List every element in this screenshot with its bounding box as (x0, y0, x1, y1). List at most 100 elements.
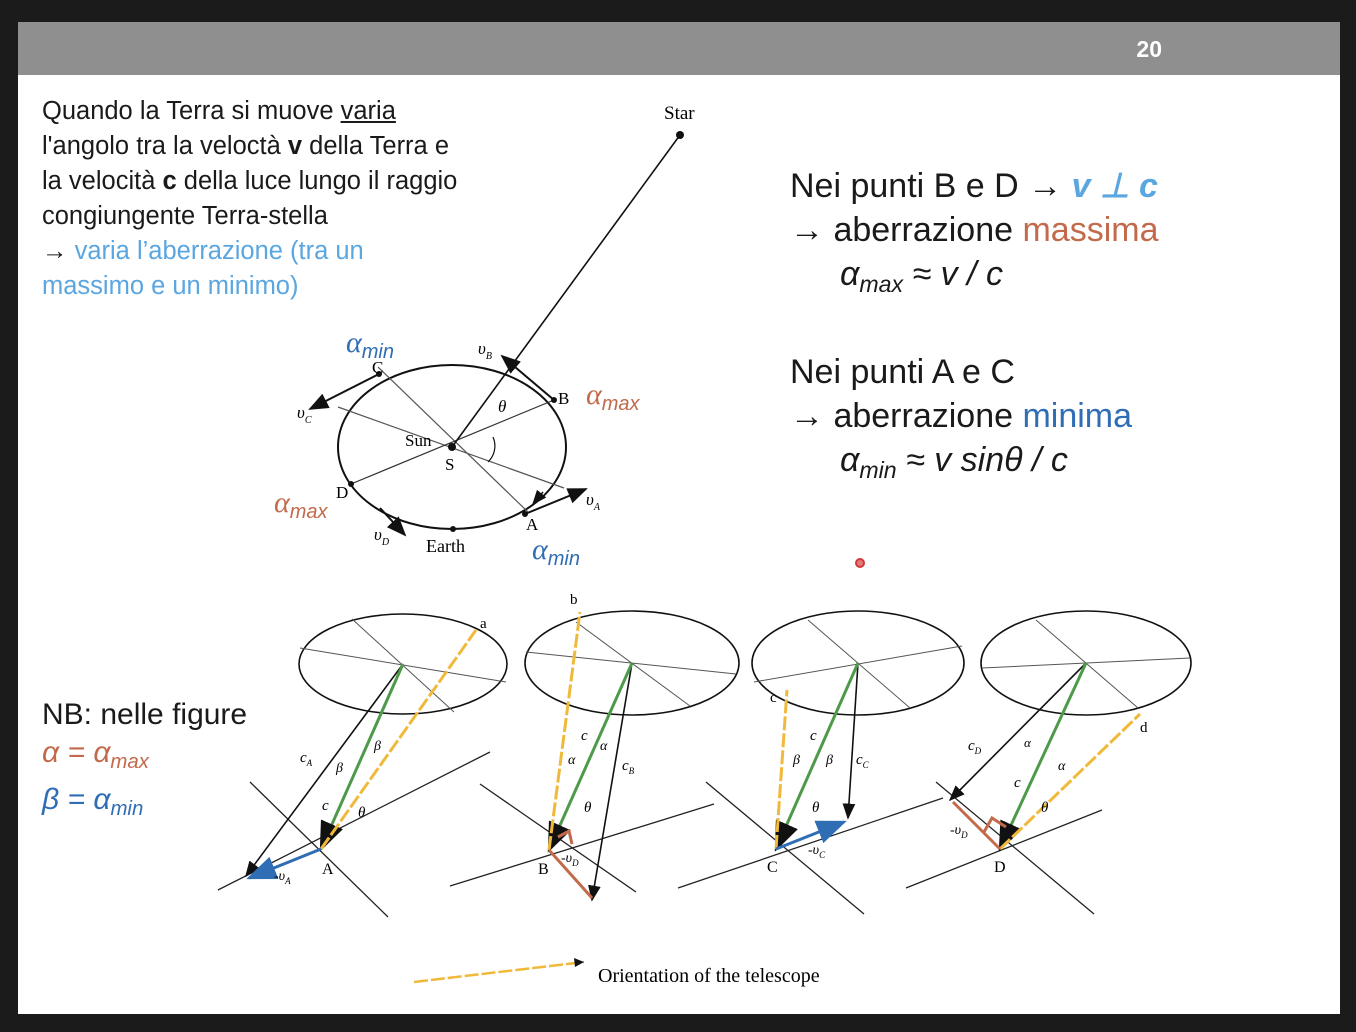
alpha-max-b-label: αmax (586, 378, 641, 415)
b-label: B (558, 389, 569, 408)
va-label: υA (586, 490, 601, 513)
vb-arrow (500, 354, 555, 401)
panel-d-c: c (1014, 775, 1021, 791)
intro-line2c: della Terra e (302, 132, 449, 160)
nb-line3-a: β = (42, 783, 94, 817)
panel-b-v: -υD (561, 851, 579, 868)
orbit-dir-arrow (532, 489, 547, 506)
nb-line3: β = αmin (42, 781, 302, 828)
intro-line2a: l'angolo tra la veloctà (42, 132, 288, 160)
legend-line (413, 960, 585, 984)
panel-d-alpha2: α (1058, 759, 1066, 774)
bd2-line-b: massima (1022, 211, 1159, 249)
panel-a-ca: cA (300, 750, 313, 768)
panel-b-cb: cB (622, 758, 635, 776)
sun-dot (448, 443, 456, 451)
panel-c-beta1: β (792, 753, 800, 768)
orbit-diameter-bd (350, 399, 555, 485)
panel-b: B b c α α cB θ -υD (449, 592, 740, 902)
bd-line-b: v ⊥ c (1071, 167, 1158, 205)
panel-d-alpha1: α (1024, 735, 1032, 750)
page-number: 20 (1136, 36, 1162, 62)
orbit-axis-2 (377, 366, 529, 513)
nb-line1: NB: nelle figure (42, 698, 248, 731)
formula-alpha-max: αmax ≈ v / c (840, 252, 1310, 306)
point-d-dot (348, 481, 354, 487)
panel-c-top: c (770, 690, 777, 706)
panel-b-alpha2: α (600, 739, 608, 754)
earth-label: Earth (426, 536, 465, 556)
intro-line1a: Quando la Terra si muove (42, 97, 341, 125)
intro-line2b: v (287, 132, 303, 160)
c-label: C (372, 358, 383, 377)
intro-line5a: → (42, 237, 75, 265)
panel-d-label: D (994, 859, 1006, 876)
intro-line4: congiungente Terra-stella (42, 202, 328, 230)
d-label: D (336, 483, 348, 502)
panel-b-theta: θ (584, 800, 592, 816)
intro-line1b: varia (340, 97, 396, 125)
panel-a-theta: θ (358, 805, 366, 821)
ac-line-a: Nei punti A e C (790, 352, 1015, 391)
nb-line2-sym: α (93, 736, 111, 769)
panel-d-top: d (1140, 720, 1148, 736)
alpha-min-a-label: αmin (532, 533, 580, 570)
panel-c-cc: cC (856, 752, 870, 770)
panel-b-top: b (570, 592, 578, 608)
panel-a-top: a (480, 616, 487, 632)
formula1-rest: ≈ v / c (903, 255, 1003, 293)
vd-label: υD (374, 525, 390, 548)
pointer-dot (855, 558, 865, 568)
panel-c-beta2: β (825, 753, 833, 768)
intro-line3b: c (162, 167, 177, 195)
panel-a-beta1: β (335, 761, 343, 776)
s-label: S (445, 455, 454, 474)
nb-text: NB: nelle figure α = αmax β = αmin (42, 696, 302, 828)
formula2-sub: min (859, 456, 897, 483)
formula-alpha-min: αmin ≈ v sinθ / c (840, 438, 1310, 492)
legend-telescope-label: Orientation of the telescope (598, 965, 820, 987)
panel-c-c: c (810, 728, 817, 744)
intro-line3a: la velocità (42, 167, 163, 195)
panel-a-v: -υA (274, 869, 291, 886)
alpha-max-d-label: αmax (274, 486, 329, 523)
intro-text: Quando la Terra si muove varia l'angolo … (42, 94, 562, 304)
theta-arc (487, 436, 496, 463)
ac2-line-b: minima (1022, 396, 1133, 435)
header-bar: 20 (18, 22, 1340, 75)
panel-d: D d cD c α α θ -υD (905, 610, 1192, 915)
vb-label: υB (478, 339, 492, 362)
panel-d-v: -υD (950, 823, 968, 840)
nb-line3-sym: α (93, 783, 111, 817)
panel-d-theta: θ (1041, 800, 1049, 816)
panel-a: A a cA c β β θ -υA (217, 613, 508, 918)
panel-b-alpha1: α (568, 753, 576, 768)
panel-b-c: c (581, 728, 588, 744)
formula2-symbol: α (840, 440, 860, 479)
sun-label: Sun (405, 431, 432, 450)
ac2-line-a: → aberrazione (790, 396, 1023, 435)
bd2-line-a: → aberrazione (790, 211, 1023, 249)
nb-line2-a: α = (42, 736, 94, 769)
a-label: A (526, 515, 539, 534)
star-ray (451, 134, 681, 448)
slide: 20 Quando la Terra si muove varia l'ango… (18, 22, 1340, 1014)
panel-a-label: A (322, 861, 334, 878)
star-dot (676, 131, 684, 139)
intro-line6: massimo e un minimo) (42, 272, 299, 300)
formula1-symbol: α (840, 255, 860, 293)
nb-line2: α = αmax (42, 734, 302, 781)
formula1-sub: max (859, 270, 904, 297)
right-text-block: Nei punti B e D → v ⊥ c → aberrazione ma… (790, 164, 1310, 492)
panel-d-cd: cD (968, 738, 982, 756)
panel-b-label: B (538, 861, 549, 878)
panel-c-v: -υC (808, 843, 826, 860)
legend: Orientation of the telescope (413, 958, 820, 987)
formula2-rest: ≈ v sinθ / c (896, 440, 1068, 479)
panel-a-beta2: β (373, 739, 381, 754)
bd-line-a: Nei punti B e D → (790, 167, 1072, 205)
vc-label: υC (297, 403, 312, 426)
orbit-diagram: Star Sun S Earth C B D A θ υC υB υA υD α… (274, 103, 695, 570)
star-label: Star (664, 103, 695, 124)
aberration-diagram: Star Sun S Earth C B D A θ υC υB υA υD α… (217, 103, 1192, 987)
